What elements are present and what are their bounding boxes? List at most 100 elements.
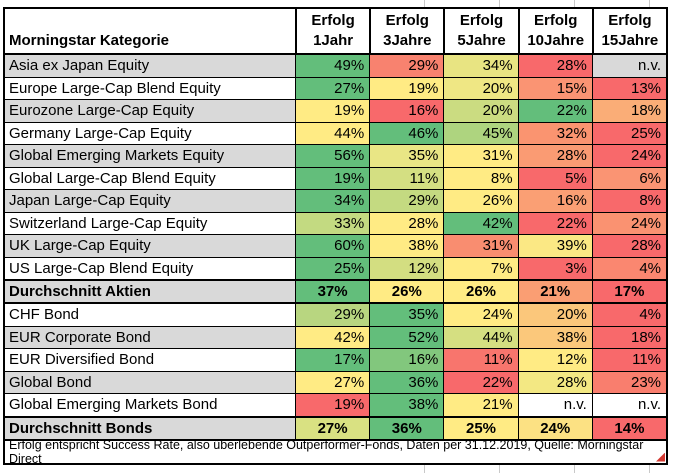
value-cell: 11%	[369, 167, 444, 189]
value-cell: 14%	[591, 417, 667, 439]
value-cell: 16%	[517, 190, 592, 212]
value-cell: 18%	[591, 100, 667, 122]
table-row: US Large-Cap Blend Equity 25% 12% 7% 3% 4%	[5, 257, 667, 280]
table-row: Global Emerging Markets Bond 19% 38% 21% n.v…	[5, 394, 667, 417]
table-row: Asia ex Japan Equity 49% 29% 34% 28% n.v.	[5, 55, 667, 78]
row-label: Global Emerging Markets Bond	[5, 394, 295, 416]
value-cell: 23%	[591, 371, 667, 393]
value-cell: 27%	[295, 77, 370, 99]
row-label: EUR Diversified Bond	[5, 349, 295, 371]
value-cell: 38%	[369, 235, 444, 257]
row-label: Global Bond	[5, 371, 295, 393]
value-cell: 31%	[443, 145, 518, 167]
value-cell: 21%	[443, 394, 518, 416]
value-cell: 24%	[591, 145, 667, 167]
column-header-5jahre: Erfolg 5Jahre	[443, 9, 517, 53]
row-label: Europe Large-Cap Blend Equity	[5, 77, 295, 99]
row-label: Asia ex Japan Equity	[5, 55, 295, 77]
value-cell: 4%	[591, 257, 667, 279]
value-cell: 24%	[517, 417, 592, 439]
column-header-10jahre: Erfolg 10Jahre	[517, 9, 592, 53]
value-cell: 25%	[443, 417, 518, 439]
value-cell: 20%	[443, 100, 518, 122]
value-cell: 35%	[369, 145, 444, 167]
value-cell: 16%	[369, 100, 444, 122]
table-row: Global Emerging Markets Equity 56% 35% 31% 2…	[5, 145, 667, 168]
value-cell: 25%	[295, 257, 370, 279]
table-row: Germany Large-Cap Equity 44% 46% 45% 32% 25%	[5, 122, 667, 145]
value-cell: 20%	[443, 77, 518, 99]
row-label: CHF Bond	[5, 304, 295, 326]
value-cell: 19%	[369, 77, 444, 99]
value-cell: 12%	[517, 349, 592, 371]
value-cell: 25%	[591, 122, 667, 144]
summary-row: Durchschnitt Bonds 27% 36% 25% 24% 14%	[5, 416, 667, 441]
table-row: CHF Bond 29% 35% 24% 20% 4%	[5, 304, 667, 327]
value-cell: 28%	[517, 371, 592, 393]
value-cell: 28%	[591, 235, 667, 257]
value-cell: 29%	[295, 304, 370, 326]
value-cell: 44%	[443, 326, 518, 348]
value-cell: 22%	[443, 371, 518, 393]
value-cell: 15%	[517, 77, 592, 99]
row-label: Global Emerging Markets Equity	[5, 145, 295, 167]
table-row: EUR Corporate Bond 42% 52% 44% 38% 18%	[5, 326, 667, 349]
sheet-gridline	[499, 464, 500, 473]
value-cell: 26%	[443, 190, 518, 212]
value-cell: 33%	[295, 212, 370, 234]
value-cell: 29%	[369, 190, 444, 212]
value-cell: 35%	[369, 304, 444, 326]
value-cell: 52%	[369, 326, 444, 348]
row-label: EUR Corporate Bond	[5, 326, 295, 348]
value-cell: 46%	[369, 122, 444, 144]
value-cell: 3%	[517, 257, 592, 279]
value-cell: 28%	[517, 55, 592, 77]
sheet-gridline	[424, 0, 425, 7]
value-cell: 37%	[295, 281, 370, 302]
value-cell: 22%	[517, 212, 592, 234]
value-cell: 39%	[517, 235, 592, 257]
footnote-text: Erfolg entspricht Success Rate, also übe…	[9, 437, 644, 466]
table-footnote-row: Erfolg entspricht Success Rate, also übe…	[5, 437, 666, 466]
value-cell: 44%	[295, 122, 370, 144]
value-cell: 11%	[591, 349, 667, 371]
value-cell: 22%	[517, 100, 592, 122]
value-cell: 38%	[517, 326, 592, 348]
value-cell: 20%	[517, 304, 592, 326]
value-cell: 36%	[369, 371, 444, 393]
value-cell: 7%	[443, 257, 518, 279]
row-label: Durchschnitt Aktien	[5, 281, 295, 302]
table-body: Asia ex Japan Equity 49% 29% 34% 28% n.v. Euro…	[5, 55, 667, 441]
value-cell: 8%	[443, 167, 518, 189]
row-label: Durchschnitt Bonds	[5, 417, 295, 439]
value-cell: 16%	[369, 349, 444, 371]
table-row: Europe Large-Cap Blend Equity 27% 19% 20% 15…	[5, 77, 667, 100]
value-cell: 17%	[295, 349, 370, 371]
value-cell: 19%	[295, 167, 370, 189]
row-label: Switzerland Large-Cap Equity	[5, 212, 295, 234]
value-cell: 24%	[443, 304, 518, 326]
table-row: Eurozone Large-Cap Equity 19% 16% 20% 22% 18%	[5, 100, 667, 123]
value-cell: 28%	[517, 145, 592, 167]
value-cell: 19%	[295, 100, 370, 122]
row-label: Global Large-Cap Blend Equity	[5, 167, 295, 189]
value-cell: 32%	[517, 122, 592, 144]
row-label: Germany Large-Cap Equity	[5, 122, 295, 144]
value-cell: 34%	[443, 55, 518, 77]
sheet-gridline	[424, 464, 425, 473]
value-cell: 17%	[591, 281, 667, 302]
value-cell: 42%	[443, 212, 518, 234]
column-header-3jahre: Erfolg 3Jahre	[369, 9, 443, 53]
value-cell: 56%	[295, 145, 370, 167]
value-cell: 31%	[443, 235, 518, 257]
value-cell: n.v.	[591, 55, 667, 77]
column-header-15jahre: Erfolg 15Jahre	[591, 9, 666, 53]
row-label: Japan Large-Cap Equity	[5, 190, 295, 212]
table-row: Global Bond 27% 36% 22% 28% 23%	[5, 371, 667, 394]
value-cell: 60%	[295, 235, 370, 257]
success-rate-table: Morningstar Kategorie Erfolg 1Jahr Erfolg 3…	[3, 7, 668, 466]
table-row: Switzerland Large-Cap Equity 33% 28% 42% 22%…	[5, 212, 667, 235]
row-label: Eurozone Large-Cap Equity	[5, 100, 295, 122]
value-cell: 11%	[443, 349, 518, 371]
column-header-1jahr: Erfolg 1Jahr	[295, 9, 369, 53]
